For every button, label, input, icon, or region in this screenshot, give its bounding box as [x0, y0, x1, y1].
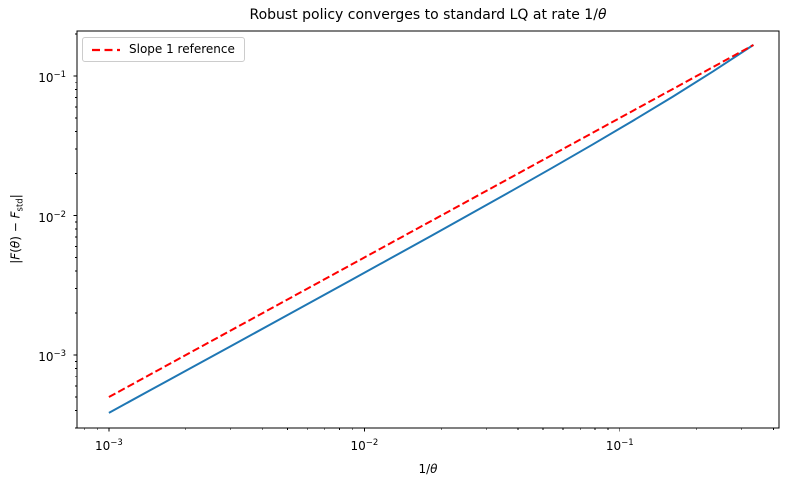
x-tick-label: 10−1	[605, 438, 634, 453]
dashed-line-icon	[92, 48, 120, 51]
series-line-robust-difference	[108, 44, 754, 414]
axes-frame	[76, 30, 780, 429]
x-axis-label: 1/θ	[418, 462, 438, 476]
y-tick-label: 10−3	[38, 349, 66, 365]
y-tick-label: 10−1	[38, 69, 66, 85]
series-line-slope1-reference	[108, 44, 754, 398]
y-axis-label: |F(θ) − Fstd|	[8, 194, 26, 264]
legend: Slope 1 reference	[82, 37, 245, 62]
y-axis-ticks	[73, 33, 77, 429]
chart-title: Robust policy converges to standard LQ a…	[249, 7, 607, 23]
x-tick-label: 10−3	[95, 438, 123, 453]
y-tick-label: 10−2	[38, 209, 66, 225]
legend-label: Slope 1 reference	[129, 42, 235, 56]
x-axis-ticks	[83, 428, 774, 432]
x-tick-label: 10−2	[350, 438, 379, 453]
